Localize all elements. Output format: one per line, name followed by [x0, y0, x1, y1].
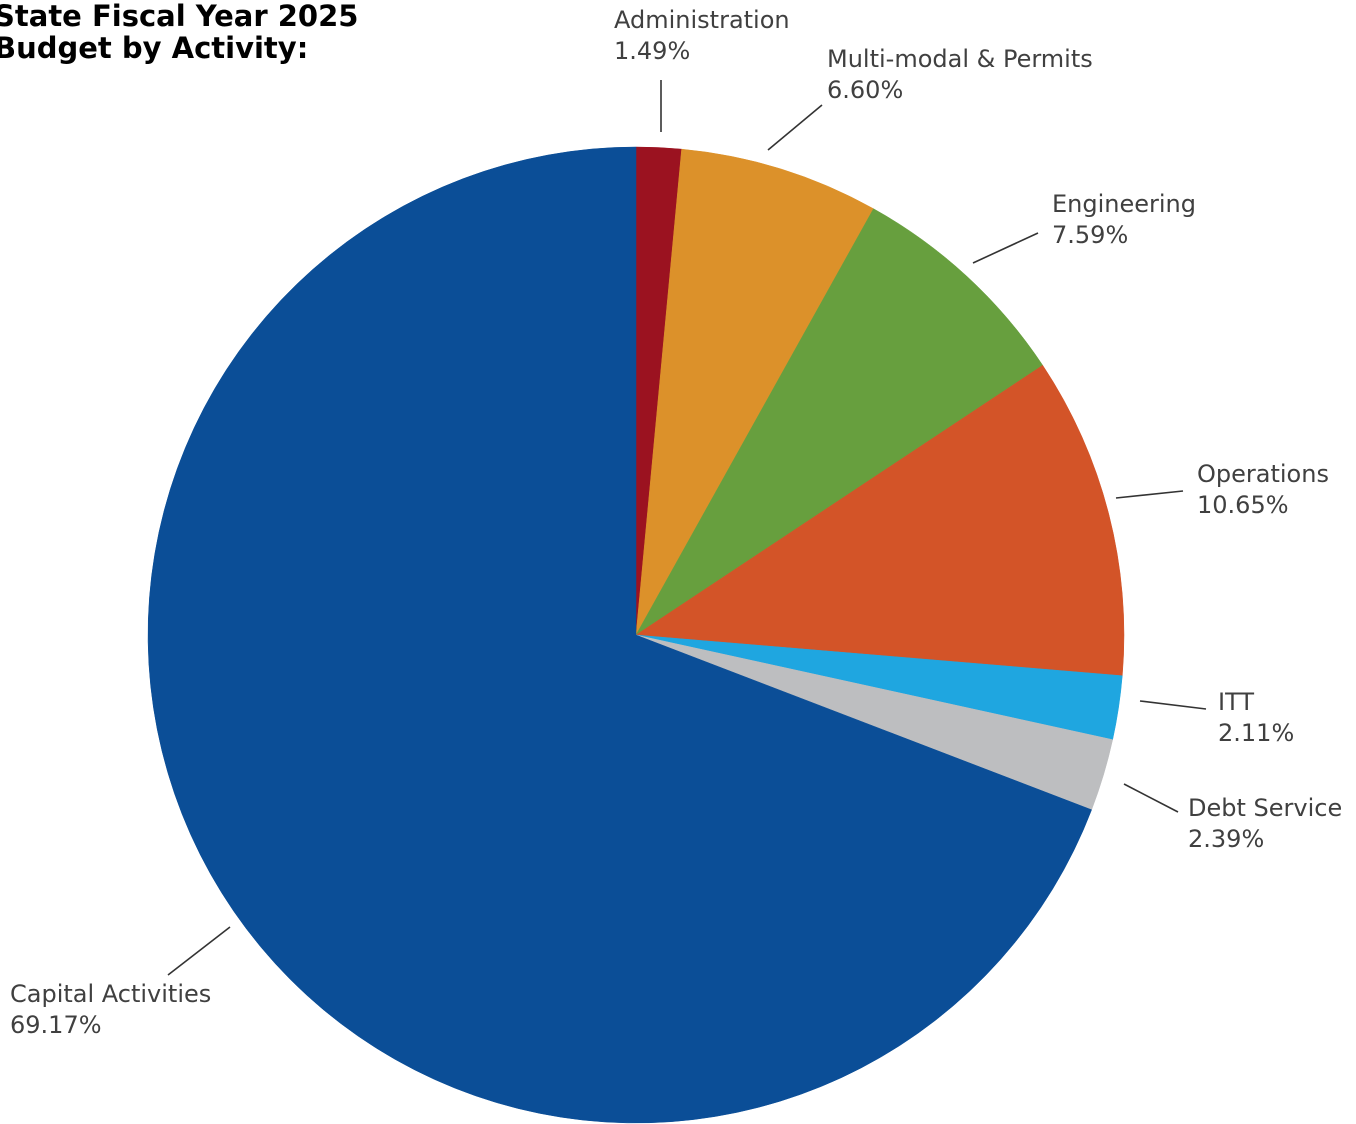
leader-line-engineering	[972, 232, 1039, 264]
slice-value-engineering: 7.59%	[1052, 221, 1128, 249]
slice-label-capital-activities: Capital Activities	[10, 980, 211, 1008]
leader-line-capital-activities	[167, 926, 231, 976]
slice-value-capital-activities: 69.17%	[10, 1011, 102, 1039]
slice-value-operations: 10.65%	[1197, 491, 1289, 519]
slice-value-administration: 1.49%	[614, 37, 690, 65]
pie-slice-engineering	[635, 208, 1044, 636]
slice-value-multi-modal-and-permits: 6.60%	[827, 76, 903, 104]
slice-label-administration: Administration	[614, 6, 790, 34]
pie-slice-capital-activities	[147, 146, 1092, 1124]
slice-label-itt: ITT	[1218, 688, 1254, 716]
leader-line-debt-service	[1123, 783, 1179, 813]
pie-slice-operations	[635, 364, 1125, 677]
slice-value-debt-service: 2.39%	[1188, 825, 1264, 853]
pie-slices	[147, 146, 1125, 1124]
chart-title-line-2: Budget by Activity:	[0, 31, 309, 65]
slice-value-itt: 2.11%	[1218, 719, 1294, 747]
leader-line-multi-modal-and-permits	[767, 104, 823, 151]
leader-line-operations	[1115, 490, 1184, 499]
leader-line-itt	[1139, 700, 1207, 710]
slice-label-operations: Operations	[1197, 460, 1329, 488]
slice-labels: Administration 1.49% Multi-modal & Permits…	[10, 6, 1342, 1039]
chart-title-line-1: State Fiscal Year 2025	[0, 0, 359, 33]
slice-label-engineering: Engineering	[1052, 190, 1196, 218]
leader-lines	[167, 80, 1207, 976]
slice-label-multi-modal-and-permits: Multi-modal & Permits	[827, 45, 1093, 73]
slice-label-debt-service: Debt Service	[1188, 794, 1342, 822]
chart-title: State Fiscal Year 2025 Budget by Activit…	[0, 0, 358, 64]
pie-slice-multi-modal-and-permits	[635, 148, 874, 636]
